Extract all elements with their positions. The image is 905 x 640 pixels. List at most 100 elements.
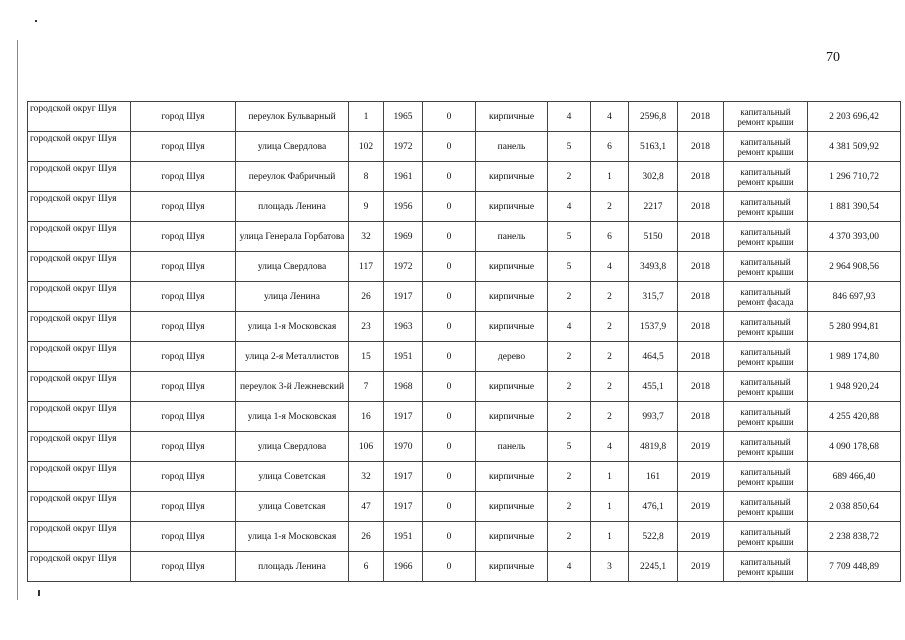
cell-municipality: городской округ Шуя <box>27 551 131 582</box>
cell-area: 2245,1 <box>628 551 678 582</box>
cell-settlement: город Шуя <box>130 521 236 552</box>
cell-cost: 4 255 420,88 <box>807 401 901 432</box>
cell-street: улица Советская <box>235 491 349 522</box>
cell-wall-material: дерево <box>475 341 548 372</box>
cell-cost: 2 964 908,56 <box>807 251 901 282</box>
table-row: городской округ Шуя город Шуя площадь Лени… <box>27 551 901 582</box>
cell-municipality: городской округ Шуя <box>27 431 131 462</box>
cell-repair-year: 2019 <box>677 491 724 522</box>
cell-area: 464,5 <box>628 341 678 372</box>
cell-street: площадь Ленина <box>235 551 349 582</box>
scan-speck <box>35 20 37 22</box>
cell-cost: 4 370 393,00 <box>807 221 901 252</box>
cell-settlement: город Шуя <box>130 431 236 462</box>
cell-repair-year: 2018 <box>677 371 724 402</box>
cell-entrances: 4 <box>590 251 629 282</box>
cell-settlement: город Шуя <box>130 191 236 222</box>
cell-floors: 2 <box>547 371 591 402</box>
cell-entrances: 2 <box>590 191 629 222</box>
cell-municipality: городской округ Шуя <box>27 191 131 222</box>
cell-work-type: капитальный ремонт крыши <box>723 101 808 132</box>
cell-work-type: капитальный ремонт крыши <box>723 461 808 492</box>
cell-settlement: город Шуя <box>130 341 236 372</box>
cell-settlement: город Шуя <box>130 131 236 162</box>
cell-settlement: город Шуя <box>130 281 236 312</box>
cell-settlement: город Шуя <box>130 161 236 192</box>
cell-floors: 2 <box>547 281 591 312</box>
cell-area: 476,1 <box>628 491 678 522</box>
cell-street: переулок 3-й Лежневский <box>235 371 349 402</box>
cell-work-type: капитальный ремонт крыши <box>723 521 808 552</box>
cell-wall-material: кирпичные <box>475 161 548 192</box>
cell-build-year: 1966 <box>383 551 423 582</box>
cell-street: улица Генерала Горбатова <box>235 221 349 252</box>
cell-entrances: 4 <box>590 101 629 132</box>
cell-street: улица Свердлова <box>235 251 349 282</box>
cell-area: 3493,8 <box>628 251 678 282</box>
cell-build-year: 1961 <box>383 161 423 192</box>
cell-repair-year: 2018 <box>677 311 724 342</box>
cell-cost: 2 238 838,72 <box>807 521 901 552</box>
table-row: городской округ Шуя город Шуя переулок 3-й… <box>27 371 901 402</box>
cell-build-year: 1917 <box>383 491 423 522</box>
cell-street: улица Ленина <box>235 281 349 312</box>
cell-municipality: городской округ Шуя <box>27 251 131 282</box>
cell-build-year: 1956 <box>383 191 423 222</box>
cell-municipality: городской округ Шуя <box>27 131 131 162</box>
table-row: городской округ Шуя город Шуя улица Ленина… <box>27 281 901 312</box>
cell-house-number: 102 <box>348 131 384 162</box>
cell-municipality: городской округ Шуя <box>27 341 131 372</box>
table-row: городской округ Шуя город Шуя улица Генера… <box>27 221 901 252</box>
cell-wall-material: кирпичные <box>475 491 548 522</box>
cell-street: улица Советская <box>235 461 349 492</box>
cell-entrances: 1 <box>590 491 629 522</box>
cell-cost: 4 090 178,68 <box>807 431 901 462</box>
cell-entrances: 2 <box>590 281 629 312</box>
cell-build-year: 1917 <box>383 281 423 312</box>
cell-col-zero: 0 <box>422 281 476 312</box>
cell-cost: 689 466,40 <box>807 461 901 492</box>
cell-house-number: 32 <box>348 461 384 492</box>
cell-wall-material: кирпичные <box>475 521 548 552</box>
cell-area: 993,7 <box>628 401 678 432</box>
cell-col-zero: 0 <box>422 491 476 522</box>
cell-floors: 5 <box>547 221 591 252</box>
cell-build-year: 1917 <box>383 461 423 492</box>
cell-floors: 4 <box>547 551 591 582</box>
table-row: городской округ Шуя город Шуя улица 1-я Мо… <box>27 401 901 432</box>
cell-street: улица Свердлова <box>235 431 349 462</box>
cell-settlement: город Шуя <box>130 221 236 252</box>
cell-area: 455,1 <box>628 371 678 402</box>
cell-area: 315,7 <box>628 281 678 312</box>
cell-settlement: город Шуя <box>130 401 236 432</box>
cell-street: улица 1-я Московская <box>235 311 349 342</box>
cell-house-number: 117 <box>348 251 384 282</box>
cell-build-year: 1970 <box>383 431 423 462</box>
cell-wall-material: кирпичные <box>475 311 548 342</box>
cell-col-zero: 0 <box>422 191 476 222</box>
cell-build-year: 1951 <box>383 521 423 552</box>
cell-street: площадь Ленина <box>235 191 349 222</box>
cell-build-year: 1968 <box>383 371 423 402</box>
cell-floors: 4 <box>547 101 591 132</box>
cell-wall-material: панель <box>475 131 548 162</box>
cell-municipality: городской округ Шуя <box>27 461 131 492</box>
cell-street: переулок Бульварный <box>235 101 349 132</box>
cell-municipality: городской округ Шуя <box>27 491 131 522</box>
cell-street: улица 1-я Московская <box>235 401 349 432</box>
cell-work-type: капитальный ремонт крыши <box>723 371 808 402</box>
cell-cost: 7 709 448,89 <box>807 551 901 582</box>
cell-col-zero: 0 <box>422 461 476 492</box>
cell-repair-year: 2019 <box>677 461 724 492</box>
cell-floors: 2 <box>547 161 591 192</box>
cell-wall-material: кирпичные <box>475 251 548 282</box>
cell-col-zero: 0 <box>422 341 476 372</box>
table-row: городской округ Шуя город Шуя улица Свердл… <box>27 131 901 162</box>
cell-entrances: 1 <box>590 521 629 552</box>
table-row: городской округ Шуя город Шуя улица Советс… <box>27 461 901 492</box>
cell-build-year: 1963 <box>383 311 423 342</box>
cell-house-number: 47 <box>348 491 384 522</box>
cell-entrances: 6 <box>590 221 629 252</box>
table-row: городской округ Шуя город Шуя улица 2-я Ме… <box>27 341 901 372</box>
cell-municipality: городской округ Шуя <box>27 161 131 192</box>
